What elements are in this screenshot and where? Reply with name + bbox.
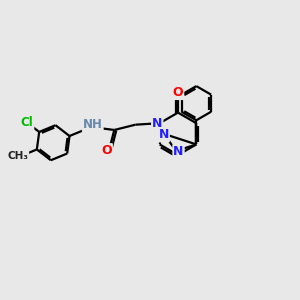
Text: N: N [152,117,162,130]
Text: O: O [173,86,183,99]
Text: N: N [158,128,169,142]
Text: O: O [101,144,112,157]
Text: Cl: Cl [21,116,33,129]
Text: CH₃: CH₃ [7,151,28,161]
Text: N: N [173,145,184,158]
Text: NH: NH [83,118,103,131]
